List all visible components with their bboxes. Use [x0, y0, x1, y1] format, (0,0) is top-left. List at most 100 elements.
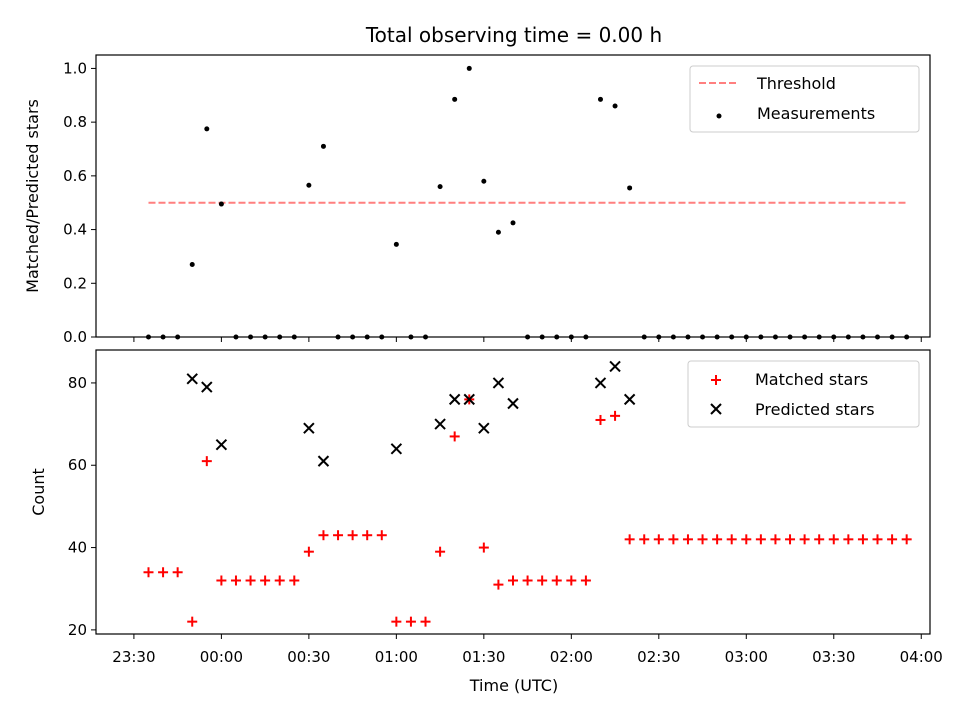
top-legend: Threshold Measurements [689, 65, 920, 133]
bottom-y-axis-label: Count [29, 468, 48, 516]
matched-star-point [668, 534, 679, 545]
predicted-star-point [215, 438, 228, 451]
matched-star-point [610, 410, 621, 421]
predicted-star-point [623, 393, 636, 406]
measurement-point [627, 185, 633, 191]
predicted-star-point [434, 418, 446, 430]
predicted-star-point [390, 443, 403, 455]
bottom-legend: Matched stars Predicted stars [687, 360, 920, 428]
x-tick-label: 02:30 [637, 648, 680, 666]
measurement-point [204, 126, 210, 132]
matched-star-point [814, 534, 825, 545]
x-axis-label: Time (UTC) [469, 676, 558, 695]
legend-measurements-swatch [716, 113, 722, 119]
top-legend-box [689, 65, 920, 133]
predicted-star-point [492, 377, 505, 389]
measurement-point [218, 201, 224, 207]
matched-star-point [391, 616, 402, 627]
bottom-y-tick-label: 20 [68, 621, 87, 639]
bottom-y-tick-label: 80 [68, 374, 87, 392]
measurement-point [495, 229, 501, 235]
legend-measurements-label: Measurements [757, 104, 875, 123]
matched-star-point [741, 534, 752, 545]
x-tick-label: 23:30 [112, 648, 155, 666]
legend-predicted-label: Predicted stars [755, 400, 875, 419]
x-tick-label: 00:00 [200, 648, 243, 666]
top-y-tick-label: 1.0 [63, 59, 87, 77]
matched-star-point [420, 616, 431, 627]
matched-star-point [187, 616, 198, 627]
matched-star-point [755, 534, 766, 545]
measurement-point [452, 96, 458, 102]
chart-title: Total observing time = 0.00 h [365, 23, 662, 47]
matched-star-point [158, 567, 169, 578]
predicted-star-point [507, 397, 519, 410]
x-tick-label: 03:30 [812, 648, 855, 666]
matched-star-point [799, 534, 810, 545]
matched-star-point [580, 575, 591, 586]
matched-star-point [260, 575, 271, 586]
predicted-star-point [594, 377, 607, 389]
bottom-axes-frame [95, 349, 931, 635]
matched-star-point [537, 575, 548, 586]
legend-matched-label: Matched stars [755, 370, 868, 389]
matched-star-point [770, 534, 781, 545]
matched-star-point [478, 542, 489, 553]
matched-star-point [726, 534, 737, 545]
matched-star-point [230, 575, 241, 586]
predicted-star-point [478, 422, 490, 434]
matched-star-point [435, 546, 446, 557]
legend-matched-swatch [711, 375, 721, 385]
bottom-y-tick-label: 60 [68, 456, 87, 474]
matched-star-point [624, 534, 635, 545]
predicted-star-point [317, 455, 330, 467]
matched-star-point [522, 575, 533, 586]
matched-star-point [274, 575, 285, 586]
matched-star-point [653, 534, 664, 545]
matched-star-point [362, 530, 373, 541]
predicted-star-point [303, 422, 315, 434]
matched-star-point [289, 575, 300, 586]
matched-star-point [493, 579, 504, 590]
matched-star-point [143, 567, 154, 578]
top-y-tick-label: 0.0 [63, 328, 87, 346]
matched-star-point [639, 534, 650, 545]
matched-star-point [697, 534, 708, 545]
measurement-point [189, 261, 195, 267]
matched-star-point [405, 616, 416, 627]
matched-star-point [216, 575, 227, 586]
matched-star-point [595, 414, 606, 425]
x-tick-label: 01:00 [375, 648, 418, 666]
predicted-star-point [448, 393, 461, 406]
top-panel: 0.0 0.2 0.4 0.6 0.8 1.0 Matched/Predicted sta… [23, 54, 931, 346]
top-y-axis-label: Matched/Predicted stars [23, 99, 42, 293]
predicted-star-point [186, 373, 198, 385]
legend-predicted-swatch [710, 403, 722, 415]
x-tick-label: 01:30 [462, 648, 505, 666]
x-tick-label: 00:30 [287, 648, 330, 666]
bottom-y-axis: 20 40 60 80 [68, 374, 96, 639]
matched-star-point [828, 534, 839, 545]
predicted-star-point [463, 393, 475, 406]
top-x-ticks [133, 337, 922, 342]
matched-star-point [901, 534, 912, 545]
bottom-x-axis: 23:30 00:00 00:30 01:00 01:30 02:00 02:30 03:00… [112, 634, 943, 666]
top-y-tick-label: 0.8 [63, 113, 87, 131]
top-y-tick-label: 0.4 [63, 221, 87, 239]
predicted-star-point [201, 381, 213, 393]
matched-star-point [857, 534, 868, 545]
bottom-legend-box [687, 360, 920, 428]
measurement-point [306, 182, 312, 188]
top-y-tick-label: 0.6 [63, 167, 87, 185]
matched-star-point [449, 431, 460, 442]
predicted-star-point [609, 360, 621, 373]
matched-star-point [303, 546, 314, 557]
measurement-point [393, 241, 399, 247]
x-tick-label: 02:00 [550, 648, 593, 666]
top-axes-frame [95, 54, 931, 338]
top-y-axis: 0.0 0.2 0.4 0.6 0.8 1.0 [63, 59, 96, 346]
matched-star-point [682, 534, 693, 545]
matched-star-point [551, 575, 562, 586]
matched-star-point [333, 530, 344, 541]
measurement-point [597, 96, 603, 102]
